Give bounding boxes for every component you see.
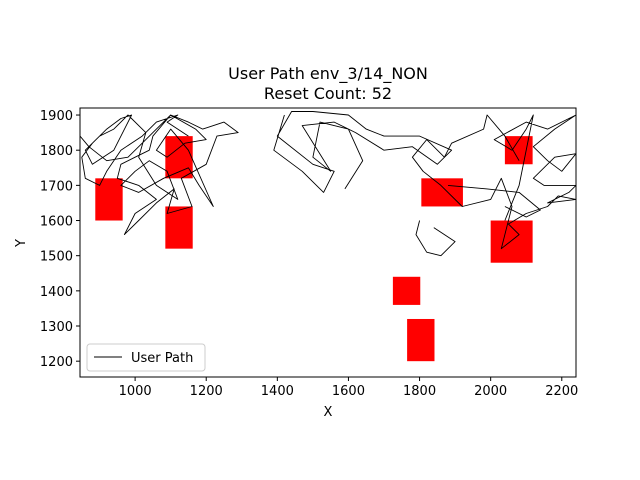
x-tick-label: 1200 — [190, 384, 223, 399]
x-axis-ticks: 1000 1200 1400 1600 1800 2000 2200 — [119, 377, 578, 399]
y-tick-label: 1700 — [40, 179, 73, 194]
obstacle-rect-4 — [421, 178, 463, 207]
y-tick-label: 1800 — [40, 144, 73, 159]
user-path-layer — [80, 111, 576, 257]
obstacle-rect-7 — [392, 276, 421, 305]
obstacle-rect-8 — [407, 318, 435, 362]
legend-box — [86, 343, 206, 372]
x-axis-label: X — [324, 405, 333, 420]
obstacle-layer — [95, 136, 533, 362]
y-axis-ticks: 1200 1300 1400 1500 1600 1700 1800 1900 — [40, 109, 80, 370]
user-path-segment-4 — [80, 114, 239, 236]
legend-label-user-path: User Path — [131, 351, 193, 366]
obstacle-rect-1 — [95, 178, 123, 221]
legend: User Path — [86, 343, 206, 372]
y-tick-label: 1200 — [40, 355, 73, 370]
x-tick-label: 2000 — [474, 384, 507, 399]
x-tick-label: 1600 — [332, 384, 365, 399]
user-path-segment-2 — [411, 114, 576, 250]
x-tick-label: 1000 — [119, 384, 152, 399]
user-path-segment-1 — [273, 111, 453, 193]
y-tick-label: 1900 — [40, 109, 73, 124]
plot-frame — [79, 107, 577, 378]
y-tick-label: 1500 — [40, 250, 73, 265]
y-tick-label: 1400 — [40, 285, 73, 300]
x-tick-label: 2200 — [545, 384, 578, 399]
obstacle-rect-3 — [165, 206, 193, 249]
y-tick-label: 1300 — [40, 320, 73, 335]
y-axis-label: Y — [14, 239, 29, 248]
user-path-segment-5 — [415, 220, 456, 257]
x-tick-label: 1400 — [261, 384, 294, 399]
y-tick-label: 1600 — [40, 215, 73, 230]
chart-subtitle: Reset Count: 52 — [264, 84, 392, 103]
x-tick-label: 1800 — [403, 384, 436, 399]
user-path-segment-3 — [447, 184, 541, 218]
chart-title: User Path env_3/14_NON — [228, 64, 428, 84]
